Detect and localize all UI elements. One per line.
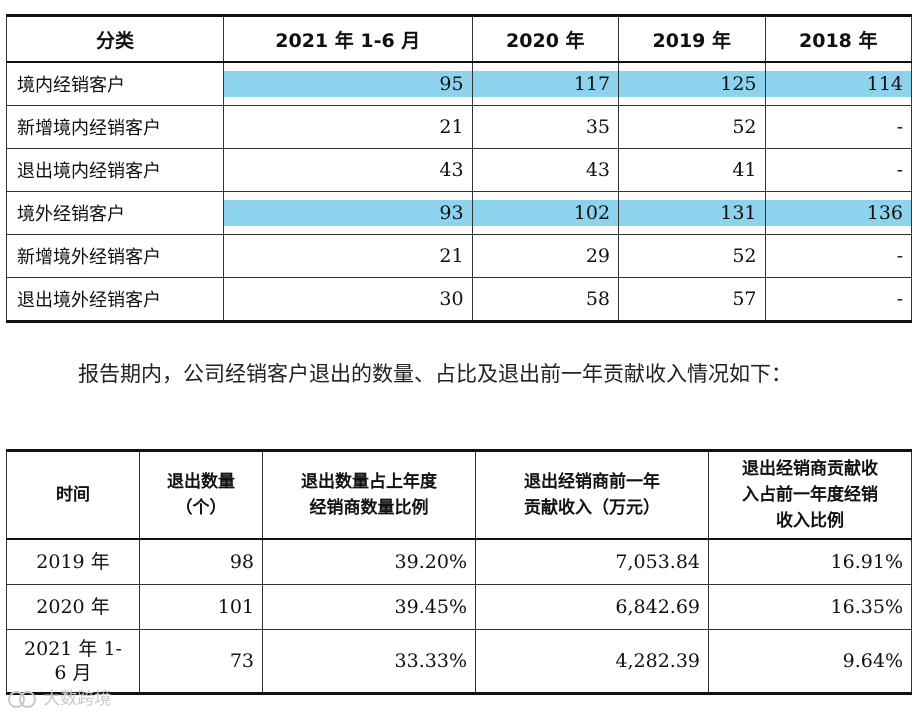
cell-value: - [764,277,912,322]
cell-value: 35 [471,105,620,149]
exit-revenue-cell: 4,282.39 [475,629,709,694]
exit-count-cell: 73 [139,629,263,694]
cell-value: 57 [618,277,766,322]
cell-value: 131 [619,200,765,226]
cell-value: 117 [472,71,619,97]
table-row: 境外经销客户 93 102 131 136 [6,191,912,235]
row-label: 境外经销客户 [6,191,224,235]
intro-paragraph: 报告期内，公司经销客户退出的数量、占比及退出前一年贡献收入情况如下： [78,362,792,386]
header-2018: 2018 年 [764,15,912,63]
exit-revenue-cell: 7,053.84 [475,538,709,585]
revenue-ratio-cell: 9.64% [708,629,912,694]
cell-value: 136 [765,200,911,226]
row-label: 境内经销客户 [6,61,224,106]
watermark-logo-icon [8,689,38,709]
row-label: 新增境内经销客户 [6,105,224,149]
period-cell: 2019 年 [6,538,140,585]
row-label: 退出境外经销客户 [6,277,224,322]
cell-value: 93 [224,200,472,226]
cell-value: 43 [471,148,620,192]
cell-value: 43 [223,148,473,192]
cell-value: 114 [765,71,911,97]
cell-value: 125 [619,71,765,97]
watermark-text: 大数跨境 [43,689,112,709]
table1-header-row: 分类 2021 年 1-6 月 2020 年 2019 年 2018 年 [6,15,912,63]
table-row: 境内经销客户 95 117 125 114 [6,61,912,106]
cell-value: 29 [471,234,620,278]
exit-ratio-cell: 39.20% [262,538,476,585]
table-row: 2021 年 1- 6 月 73 33.33% 4,282.39 9.64% [6,629,912,694]
cell-value: 95 [224,71,472,97]
cell-value: 58 [471,277,620,322]
cell-value: - [764,148,912,192]
header-2021h1: 2021 年 1-6 月 [223,15,473,63]
watermark: 大数跨境 [8,684,111,709]
table-row: 新增境外经销客户 21 29 52 - [6,234,912,278]
table-row: 退出境外经销客户 30 58 57 - [6,277,912,322]
distributor-count-table: 分类 2021 年 1-6 月 2020 年 2019 年 2018 年 境内经… [6,14,912,323]
cell-value: 21 [223,105,473,149]
exit-count-cell: 101 [139,584,263,630]
table2-header-row: 时间 退出数量 （个） 退出数量占上年度 经销商数量比例 退出经销商前一年 贡献收入（… [6,450,912,540]
cell-value: 52 [618,105,766,149]
table-row: 退出境内经销客户 43 43 41 - [6,148,912,192]
table-row: 2020 年 101 39.45% 6,842.69 16.35% [6,584,912,630]
cell-value: 21 [223,234,473,278]
row-label: 新增境外经销客户 [6,234,224,278]
row-label: 退出境内经销客户 [6,148,224,192]
header-exit-revenue: 退出经销商前一年 贡献收入（万元） [475,450,709,540]
cell-value: - [764,234,912,278]
table-row: 2019 年 98 39.20% 7,053.84 16.91% [6,538,912,585]
header-2019: 2019 年 [618,15,766,63]
revenue-ratio-cell: 16.35% [708,584,912,630]
header-exit-ratio: 退出数量占上年度 经销商数量比例 [262,450,476,540]
period-cell: 2020 年 [6,584,140,630]
exit-count-cell: 98 [139,538,263,585]
exit-ratio-cell: 39.45% [262,584,476,630]
exit-ratio-cell: 33.33% [262,629,476,694]
period-cell: 2021 年 1- 6 月 [6,629,140,694]
table-row: 新增境内经销客户 21 35 52 - [6,105,912,149]
cell-value: - [764,105,912,149]
header-revenue-ratio: 退出经销商贡献收 入占前一年度经销 收入比例 [708,450,912,540]
cell-value: 41 [618,148,766,192]
cell-value: 102 [472,200,619,226]
header-2020: 2020 年 [471,15,620,63]
header-period: 时间 [6,450,140,540]
header-category: 分类 [6,15,224,63]
cell-value: 52 [618,234,766,278]
header-exit-count: 退出数量 （个） [139,450,263,540]
revenue-ratio-cell: 16.91% [708,538,912,585]
distributor-exit-table: 时间 退出数量 （个） 退出数量占上年度 经销商数量比例 退出经销商前一年 贡献收入（… [6,449,912,695]
cell-value: 30 [223,277,473,322]
exit-revenue-cell: 6,842.69 [475,584,709,630]
